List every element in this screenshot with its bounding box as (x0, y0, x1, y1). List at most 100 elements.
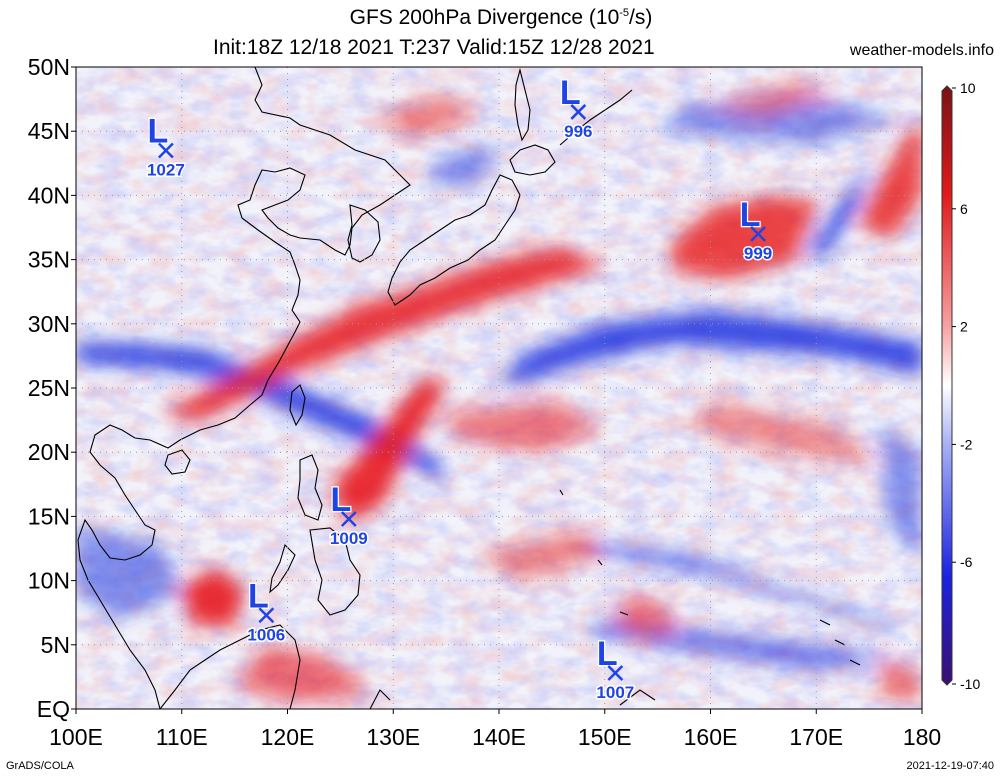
coast-asia-mainland (77, 67, 411, 709)
low-center: L 1006 (246, 576, 287, 646)
lon-tick-label: 130E (366, 724, 420, 750)
lat-tick-label: 15N (28, 503, 70, 529)
coast-visayas-mindanao (309, 527, 361, 616)
low-center: L 1027 (145, 111, 186, 181)
low-x-marker (750, 226, 766, 242)
footer-timestamp: 2021-12-19-07:40 (906, 760, 994, 772)
lon-tick-label: 170E (789, 724, 843, 750)
site-credit: weather-models.info (849, 42, 994, 59)
colorbar-label: 10 (960, 80, 976, 96)
low-x-marker (158, 142, 174, 159)
coast-hainan (164, 449, 191, 475)
divergence-feature (615, 593, 679, 639)
lat-tick-label: 35N (28, 247, 70, 273)
title-exponent: -5 (619, 7, 630, 19)
coast-kurils (559, 89, 633, 146)
divergence-feature (76, 529, 182, 620)
lat-tick-label: 40N (28, 182, 70, 208)
coast-pacific-islands (559, 489, 861, 666)
divergence-feature (372, 92, 478, 138)
colorbar-label: 2 (960, 319, 968, 335)
title-prefix: GFS 200hPa Divergence (10 (349, 6, 620, 29)
lon-tick-label: 180 (903, 724, 941, 750)
lon-tick-label: 120E (261, 724, 315, 750)
low-x-marker (570, 104, 587, 120)
lon-tick-label: 110E (156, 724, 208, 750)
coast-luzon (297, 454, 323, 521)
low-pressure-value: 1007 (596, 683, 634, 702)
lat-tick-label: 45N (28, 118, 70, 144)
low-letter: L (740, 196, 761, 234)
divergence-feature (668, 195, 817, 279)
coast-taiwan (289, 384, 306, 427)
lat-tick-label: 30N (28, 311, 70, 337)
colorbar-label: -6 (960, 554, 973, 570)
divergence-feature (710, 79, 838, 119)
lat-tick-label: 10N (28, 568, 70, 594)
low-pressure-value: 1027 (147, 160, 185, 179)
chart-title-line1: GFS 200hPa Divergence (10-5/s) (0, 6, 1000, 30)
axis-labels: 100E 110E 120E 130E 140E 150E 160E 170E 180 EQ 5N 1… (28, 54, 941, 750)
low-center: L 1009 (328, 480, 369, 550)
coast-japan (387, 174, 521, 306)
divergence-feature (477, 529, 605, 581)
low-center: L 1007 (595, 634, 636, 704)
low-center: L 996 (559, 73, 594, 143)
low-x-marker (607, 665, 624, 681)
colorbar-labels: 10 6 2 -2 -6 -10 (952, 80, 980, 692)
low-center: L 999 (738, 195, 773, 265)
divergence-feature (689, 400, 880, 465)
low-letter: L (248, 577, 269, 615)
colorbar-label: 6 (960, 201, 968, 217)
low-letter: L (597, 635, 618, 673)
divergence-feature (234, 644, 373, 703)
low-pressure-value: 1009 (330, 529, 368, 548)
divergence-feature (425, 144, 499, 183)
low-pressure-markers: L 1027 L 996 L 999 L 1009 L 1006 L 1007 (145, 73, 773, 704)
coast-sakhalin (514, 67, 531, 142)
coastlines (77, 67, 861, 709)
lon-tick-label: 140E (472, 724, 526, 750)
divergence-feature (583, 542, 901, 632)
lat-tick-label: 50N (28, 54, 70, 80)
coast-korea (347, 204, 381, 263)
lat-tick-label: EQ (37, 696, 70, 722)
low-pressure-value: 996 (564, 122, 592, 141)
divergence-feature (499, 311, 922, 388)
footer-software: GrADS/COLA (6, 760, 74, 772)
lon-tick-label: 160E (684, 724, 738, 750)
low-x-marker (340, 511, 357, 527)
divergence-feature (805, 169, 870, 260)
lon-tick-label: 150E (578, 724, 632, 750)
low-letter: L (147, 112, 168, 150)
divergence-feature (879, 657, 922, 703)
title-suffix: /s) (629, 6, 653, 29)
colorbar: 10 6 2 -2 -6 -10 (941, 80, 980, 692)
divergence-feature (76, 343, 447, 485)
low-x-marker (258, 607, 275, 624)
divergence-feature (446, 400, 605, 453)
colorbar-label: -2 (960, 436, 973, 452)
lon-tick-label: 100E (49, 724, 103, 750)
coast-hokkaido (509, 144, 556, 176)
divergence-feature (329, 375, 447, 523)
field-features (76, 79, 922, 703)
coast-palawan (269, 543, 296, 594)
divergence-feature (858, 118, 922, 241)
divergence-feature (657, 99, 901, 144)
colorbar-body (941, 85, 953, 686)
low-letter: L (330, 481, 351, 519)
lat-tick-label: 5N (41, 632, 70, 658)
chart-title-line2: Init:18Z 12/18 2021 T:237 Valid:15Z 12/2… (213, 36, 655, 59)
lat-tick-label: 25N (28, 375, 70, 401)
divergence-feature (181, 567, 246, 626)
low-pressure-value: 999 (744, 244, 772, 263)
coast-borneo (159, 624, 301, 709)
lat-tick-label: 20N (28, 439, 70, 465)
low-pressure-value: 1006 (247, 625, 285, 644)
divergence-field (76, 67, 922, 709)
coast-new-guinea (369, 689, 656, 709)
low-letter: L (560, 74, 581, 112)
divergence-feature (879, 426, 922, 555)
